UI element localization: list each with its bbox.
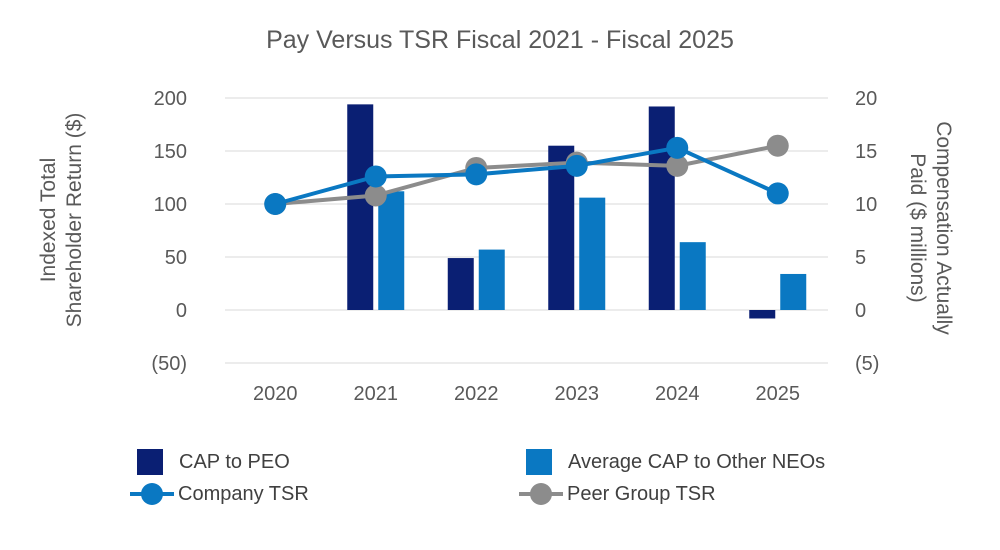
point-peer-tsr-2021 — [364, 184, 387, 207]
left-axis-ticks: 200 150 100 50 0 (50) — [151, 88, 187, 375]
legend-item-company-tsr: Company TSR — [130, 481, 309, 507]
legend-item-cap-neo: Average CAP to Other NEOs — [526, 449, 825, 475]
left-tick-label-4: 0 — [176, 300, 187, 322]
left-tick-label-0: 200 — [154, 88, 187, 110]
line-peer-tsr — [275, 143, 779, 206]
bar-cap-neo-2023 — [579, 197, 606, 310]
bar-cap-neo-2024 — [679, 242, 706, 310]
bar-series — [347, 104, 807, 319]
legend-label-cap-neo: Average CAP to Other NEOs — [568, 450, 826, 473]
legend-item-cap-peo: CAP to PEO — [137, 449, 290, 475]
x-tick-label-2021: 2021 — [354, 383, 399, 405]
right-tick-label-1: 15 — [855, 141, 877, 163]
point-peer-tsr-2025 — [766, 134, 789, 157]
left-tick-label-2: 100 — [154, 194, 187, 216]
point-company-tsr-2021 — [364, 165, 387, 188]
point-peer-tsr-2024 — [666, 154, 689, 177]
line-series — [264, 134, 789, 215]
right-tick-label-5: (5) — [855, 353, 879, 375]
left-axis-title: Indexed Total Shareholder Return ($) — [36, 105, 88, 335]
x-axis-ticks: 2020 2021 2022 2023 2024 2025 — [253, 383, 800, 405]
right-tick-label-3: 5 — [855, 247, 866, 269]
bar-cap-peo-2022 — [447, 258, 474, 310]
x-tick-label-2024: 2024 — [655, 383, 700, 405]
bar-cap-neo-2022 — [478, 249, 505, 310]
x-tick-label-2022: 2022 — [454, 383, 499, 405]
point-company-tsr-2024 — [666, 136, 689, 159]
right-axis-title: Compensation Actually Paid ($ millions) — [904, 103, 956, 353]
gridlines — [225, 97, 828, 364]
legend-label-cap-peo: CAP to PEO — [179, 450, 290, 473]
bar-cap-neo-2021 — [378, 191, 405, 310]
line-company-tsr — [274, 145, 779, 206]
bar-cap-neo-2025 — [780, 273, 807, 310]
point-company-tsr-2020 — [264, 193, 287, 215]
right-tick-label-4: 0 — [855, 300, 866, 322]
left-tick-label-5: (50) — [151, 353, 187, 375]
right-axis-ticks: 20 15 10 5 0 (5) — [855, 88, 879, 375]
bar-cap-peo-2021 — [347, 104, 374, 310]
right-tick-label-2: 10 — [855, 194, 877, 216]
right-axis-title-text: Compensation Actually Paid ($ millions) — [906, 121, 955, 335]
bar-cap-peo-2025 — [749, 310, 776, 319]
legend-label-company-tsr: Company TSR — [178, 482, 309, 505]
legend-swatch-cap-neo — [526, 449, 552, 475]
left-axis-title-text: Indexed Total Shareholder Return ($) — [37, 112, 86, 328]
left-tick-label-1: 150 — [154, 141, 187, 163]
legend-label-peer-tsr: Peer Group TSR — [567, 482, 716, 505]
point-company-tsr-2025 — [766, 182, 789, 205]
x-tick-label-2025: 2025 — [756, 383, 801, 405]
left-tick-label-3: 50 — [165, 247, 187, 269]
point-company-tsr-2022 — [465, 163, 488, 186]
point-company-tsr-2023 — [565, 154, 588, 177]
right-tick-label-0: 20 — [855, 88, 877, 110]
x-tick-label-2023: 2023 — [555, 383, 600, 405]
legend-swatch-peer-tsr — [519, 483, 563, 505]
chart-title: Pay Versus TSR Fiscal 2021 - Fiscal 2025 — [266, 26, 734, 54]
bar-cap-peo-2024 — [648, 106, 675, 310]
legend-item-peer-tsr: Peer Group TSR — [519, 481, 716, 507]
x-tick-label-2020: 2020 — [253, 383, 298, 405]
legend-swatch-company-tsr — [130, 483, 174, 505]
legend-swatch-cap-peo — [137, 449, 163, 475]
